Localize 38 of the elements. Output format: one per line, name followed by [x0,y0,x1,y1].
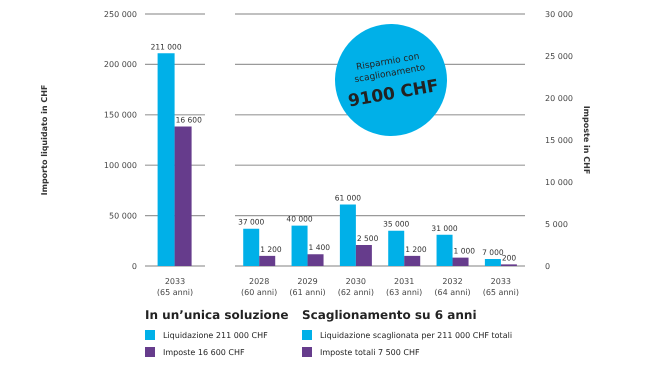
y2-tick-label: 25 000 [545,52,573,61]
y-tick-label: 200 000 [104,60,137,70]
bar [388,230,404,266]
bar [340,204,356,266]
y-tick-label: 100 000 [104,161,137,170]
x-tick-label: 2033 (65 anni) [156,277,194,297]
y2-tick-label: 5 000 [545,220,568,229]
legend-title: Scaglionamento su 6 anni [302,308,478,322]
legend-label: Imposte 16 600 CHF [163,348,245,356]
y2-axis-title: Imposte in CHF [582,106,592,174]
y-tick-label: 0 [132,262,137,271]
x-tick-label: 2030 (62 anni) [338,277,374,297]
x-tick-label: 2033 (65 anni) [482,277,519,297]
y2-tick-label: 15 000 [545,136,573,145]
y-tick-label: 150 000 [104,110,137,120]
y2-tick-label: 30 000 [545,10,573,19]
bar [404,256,420,266]
x-tick-label: 2028 (60 anni) [241,277,278,297]
y-axis-title: Importo liquidato in CHF [40,84,49,196]
y-tick-label: 250 000 [104,10,137,19]
legend-label: Liquidazione scaglionata per 211 000 CHF totali [320,330,512,340]
y2-tick-label: 20 000 [545,94,573,103]
x-tick-label: 2029 (61 anni) [289,277,326,297]
x-tick-label: 2032 (64 anni) [434,277,471,297]
x-tick-label: 2031 (63 anni) [386,277,422,297]
bar [243,228,260,266]
bar [292,226,308,266]
y2-tick-label: 10 000 [545,178,573,187]
legend-title: In un’unica soluzione [145,308,288,322]
bar [308,254,324,266]
bar [452,258,469,266]
y-tick-label: 50 000 [109,211,137,220]
bar [259,256,276,266]
y2-tick-label: 0 [545,262,550,271]
legend-label: Liquidazione 211 000 CHF [163,330,268,340]
bar [484,258,501,266]
legend-label: Imposte totali 7 500 CHF [320,348,420,356]
bar [436,234,453,266]
